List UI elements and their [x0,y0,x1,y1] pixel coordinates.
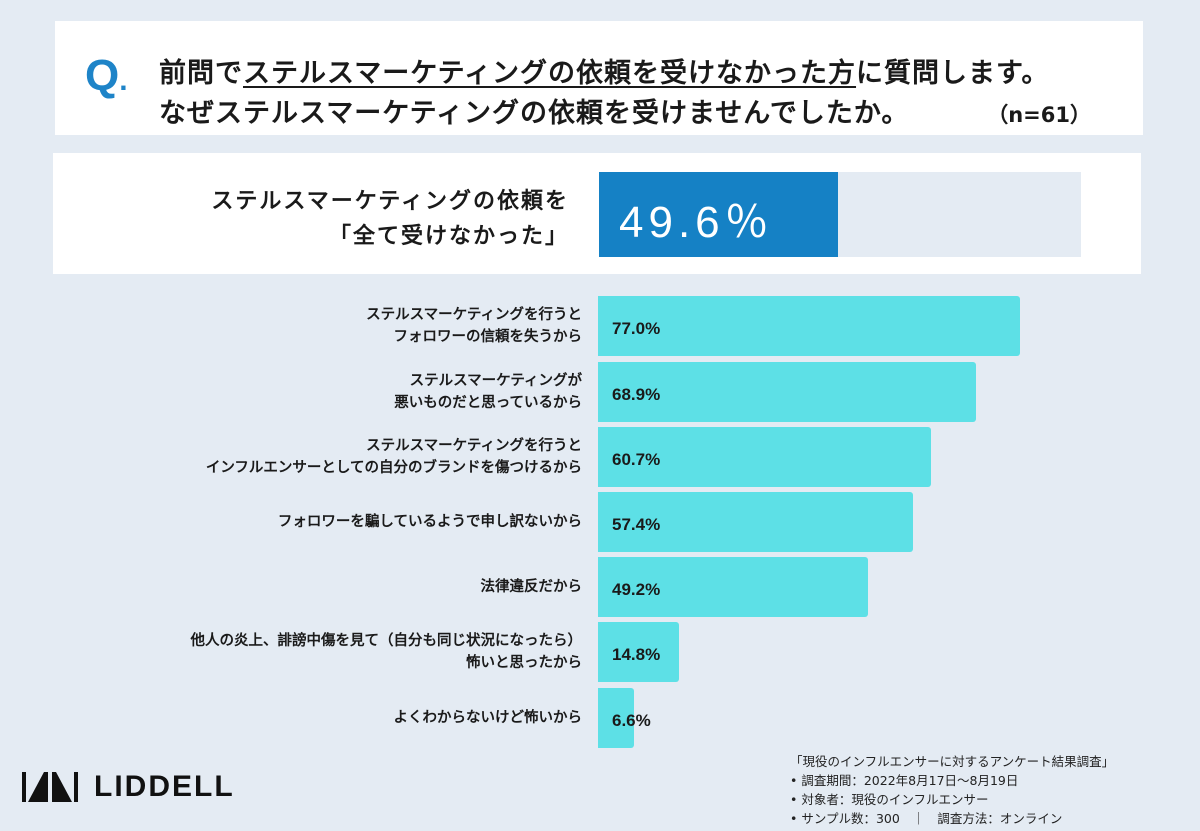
category-label-line: フォロワーを騙しているようで申し訳ないから [277,514,582,530]
category-label-line: 法律違反だから [480,579,583,595]
bar [598,362,976,422]
bar [598,557,868,617]
bar-row: 法律違反だから 49.2% [0,557,1200,617]
bar-row: よくわからないけど怖いから 6.6% [0,688,1200,748]
category-label: フォロワーを騙しているようで申し訳ないから [22,492,582,552]
category-label-line: 悪いものだと思っているから [394,395,582,411]
bar-row: ステルスマーケティングが悪いものだと思っているから 68.9% [0,362,1200,422]
q-letter: Q [85,51,120,100]
headline-label-line-2: 「全て受けなかった」 [328,224,569,249]
bar [598,296,1020,356]
bar-row: フォロワーを騙しているようで申し訳ないから 57.4% [0,492,1200,552]
question-line-1-pre: 前問で [159,58,243,89]
q-dot: . [119,64,128,97]
footnote-sample: • サンプル数：300 ｜ 調査方法：オンライン [790,811,1063,826]
bar [598,688,635,748]
category-label-line: インフルエンサーとしての自分のブランドを傷つけるから [205,460,582,476]
bar-row: 他人の炎上、誹謗中傷を見て（自分も同じ状況になったら） 怖いと思ったから 14.8% [0,622,1200,682]
category-label-line: よくわからないけど怖いから [393,710,583,726]
survey-footnote: 「現役のインフルエンサーに対するアンケート結果調査」 • 調査期間：2022年8… [790,752,1114,828]
bar-value-label: 77.0% [612,319,661,338]
category-label-line: 他人の炎上、誹謗中傷を見て（自分も同じ状況になったら） [190,633,583,649]
question-line-2: なぜステルスマーケティングの依頼を受けませんでしたか。 [159,98,910,129]
brand-name: LIDDELL [94,770,235,803]
bar [598,492,913,552]
category-label-line: ステルスマーケティングを行うと [366,307,582,323]
question-line-1: 前問でステルスマーケティングの依頼を受けなかった方に質問します。 [159,51,1049,90]
question-line-1-post: に質問します。 [856,58,1050,89]
headline-box: ステルスマーケティングの依頼を 「全て受けなかった」 49.6％ [53,153,1141,274]
category-label: ステルスマーケティングを行うとフォロワーの信頼を失うから [22,296,582,356]
liddell-logo-icon [22,772,78,802]
question-box: Q. 前問でステルスマーケティングの依頼を受けなかった方に質問します。 なぜステ… [55,21,1143,135]
category-label-line: ステルスマーケティングが [409,373,582,389]
bar-value-label: 68.9% [612,385,661,404]
bar [598,427,931,487]
brand-logo: LIDDELL [22,770,235,804]
q-mark: Q. [85,51,128,101]
bar [598,622,680,682]
headline-label-line-1: ステルスマーケティングの依頼を [211,189,569,214]
headline-bar-fill: 49.6％ [599,172,839,257]
headline-value: 49.6％ [619,198,774,247]
bar-value-label: 57.4% [612,515,661,534]
category-label: 他人の炎上、誹謗中傷を見て（自分も同じ状況になったら） 怖いと思ったから [22,622,583,682]
bar-value-label: 49.2% [612,580,661,599]
bar-chart: ステルスマーケティングを行うと フォロワーの信頼を失うから 77.0% ステルスマーケ… [0,290,1200,750]
footnote-period: • 調査期間：2022年8月17日～8月19日 [790,773,1019,788]
bar-value-label: 6.6% [612,711,651,730]
category-label: ステルスマーケティングを行うとインフルエンサーとしての自分のブランドを傷つけるか… [22,427,582,487]
bar-value-label: 14.8% [612,645,661,664]
sample-size: （n=61） [987,103,1091,127]
category-label: 法律違反だから [22,557,583,617]
headline-bar-track: 49.6％ [599,172,1081,257]
bar-row: ステルスマーケティングを行うとインフルエンサーとしての自分のブランドを傷つけるか… [0,427,1200,487]
footnote-title: 「現役のインフルエンサーに対するアンケート結果調査」 [790,754,1115,769]
category-label: よくわからないけど怖いから [22,688,583,748]
bar-value-label: 60.7% [612,450,661,469]
footnote-target: • 対象者：現役のインフルエンサー [790,792,989,807]
category-label: ステルスマーケティングが悪いものだと思っているから [22,362,582,422]
category-label-line: ステルスマーケティングを行うと [366,438,582,454]
category-label-line: 怖いと思ったから [466,655,582,671]
category-label-line: フォロワーの信頼を失うから [393,329,583,345]
question-line-1-underlined: ステルスマーケティングの依頼を受けなかった方 [243,58,857,89]
bar-row: ステルスマーケティングを行うとフォロワーの信頼を失うから 77.0% [0,296,1200,356]
